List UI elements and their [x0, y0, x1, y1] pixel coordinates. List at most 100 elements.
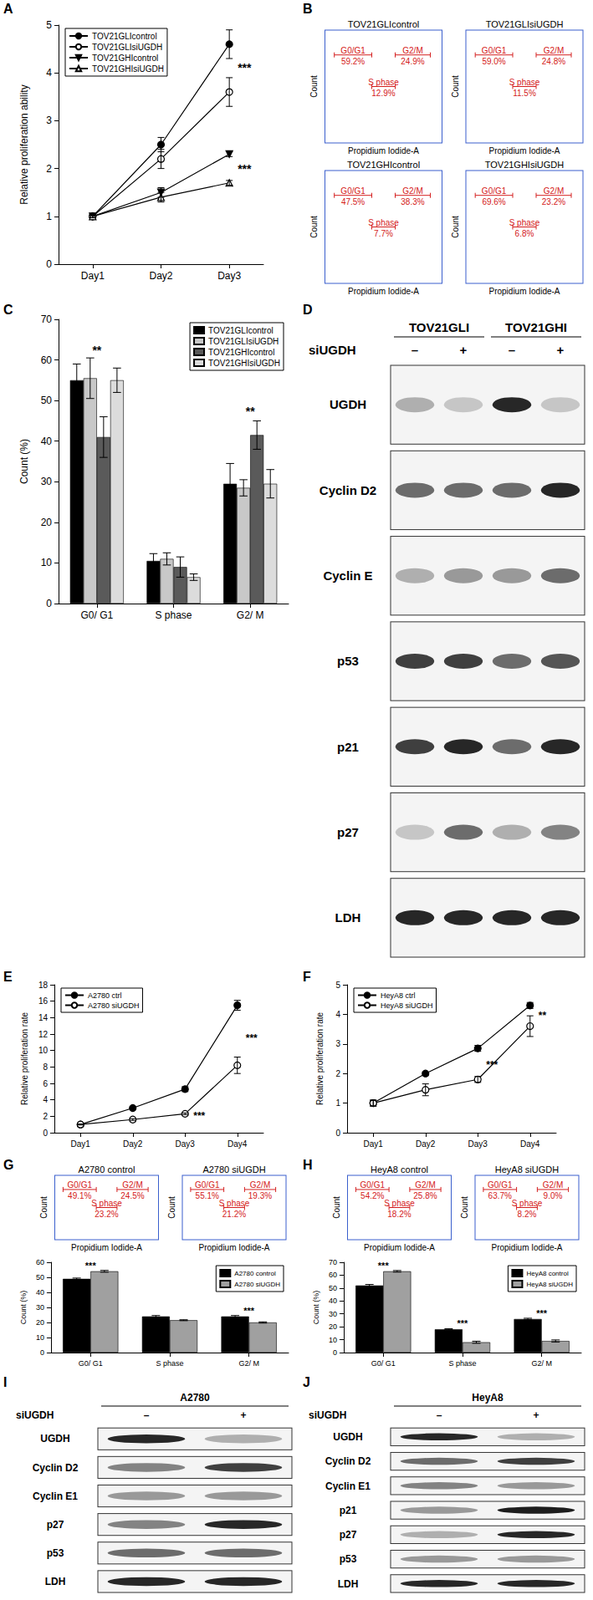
- svg-text:Count: Count: [39, 1196, 49, 1220]
- svg-text:S phase: S phase: [91, 1199, 123, 1209]
- svg-text:G0/G1: G0/G1: [194, 1180, 220, 1191]
- svg-text:Cyclin D2: Cyclin D2: [319, 483, 377, 498]
- svg-text:Propidium Iodide-A: Propidium Iodide-A: [347, 146, 420, 156]
- svg-text:18.2%: 18.2%: [387, 1210, 411, 1220]
- svg-text:+: +: [240, 1410, 246, 1422]
- svg-text:S phase: S phase: [368, 218, 399, 228]
- svg-text:S phase: S phase: [154, 609, 192, 622]
- svg-text:UGDH: UGDH: [40, 1433, 70, 1446]
- svg-text:50: 50: [328, 1284, 338, 1294]
- svg-text:24.9%: 24.9%: [400, 56, 425, 67]
- svg-text:G0/ G1: G0/ G1: [371, 1359, 396, 1369]
- svg-text:+: +: [532, 1410, 539, 1422]
- svg-text:5: 5: [46, 19, 52, 31]
- svg-text:Day2: Day2: [122, 1139, 144, 1150]
- svg-text:G0/G1: G0/G1: [340, 46, 366, 56]
- svg-text:**: **: [92, 343, 102, 358]
- svg-text:TOV21GLIcontrol: TOV21GLIcontrol: [208, 326, 274, 336]
- svg-text:Cyclin E: Cyclin E: [322, 568, 373, 583]
- svg-text:0: 0: [46, 258, 52, 271]
- svg-text:Day3: Day3: [217, 270, 241, 282]
- svg-text:70: 70: [328, 1258, 338, 1268]
- svg-text:A2780 siUGDH: A2780 siUGDH: [87, 1001, 140, 1011]
- svg-text:21.2%: 21.2%: [222, 1210, 246, 1220]
- svg-text:siUGDH: siUGDH: [308, 342, 357, 358]
- svg-text:Day2: Day2: [148, 270, 173, 282]
- svg-text:S phase: S phase: [219, 1199, 251, 1209]
- svg-text:***: ***: [243, 1306, 256, 1317]
- svg-text:HeyA8: HeyA8: [471, 1392, 504, 1405]
- svg-text:Count: Count: [460, 1196, 470, 1220]
- svg-text:23.2%: 23.2%: [541, 197, 566, 207]
- svg-text:–: –: [411, 342, 419, 358]
- svg-text:HeyA8 control: HeyA8 control: [526, 1270, 568, 1279]
- svg-text:TOV21GLIcontrol: TOV21GLIcontrol: [347, 19, 420, 30]
- svg-text:HeyA8 control: HeyA8 control: [370, 1165, 429, 1176]
- svg-text:69.6%: 69.6%: [481, 197, 506, 207]
- svg-text:***: ***: [536, 1308, 548, 1319]
- svg-text:S phase: S phase: [368, 77, 399, 87]
- svg-text:p53: p53: [339, 1554, 358, 1566]
- svg-text:S phase: S phase: [509, 77, 541, 87]
- svg-text:38.3%: 38.3%: [400, 197, 425, 207]
- svg-text:10: 10: [40, 557, 53, 569]
- svg-text:55.1%: 55.1%: [195, 1191, 220, 1202]
- svg-text:UGDH: UGDH: [332, 1431, 363, 1444]
- svg-text:G0/G1: G0/G1: [481, 46, 507, 56]
- svg-text:LDH: LDH: [335, 910, 362, 926]
- svg-text:G2/ M: G2/ M: [236, 609, 265, 622]
- svg-text:Propidium Iodide-A: Propidium Iodide-A: [198, 1243, 270, 1253]
- svg-text:TOV21GHIcontrol: TOV21GHIcontrol: [208, 347, 275, 358]
- svg-text:9.0%: 9.0%: [543, 1191, 563, 1202]
- svg-text:S phase: S phase: [511, 1199, 543, 1209]
- svg-text:siUGDH: siUGDH: [308, 1410, 347, 1422]
- svg-text:G2/M: G2/M: [250, 1180, 271, 1191]
- svg-text:0: 0: [42, 1129, 48, 1139]
- svg-text:Relative proliferation ability: Relative proliferation ability: [18, 84, 31, 205]
- svg-text:Propidium Iodide-A: Propidium Iodide-A: [347, 286, 420, 297]
- svg-text:0: 0: [332, 1349, 338, 1358]
- svg-text:p21: p21: [339, 1505, 358, 1518]
- svg-text:***: ***: [485, 1059, 498, 1072]
- svg-text:LDH: LDH: [45, 1576, 67, 1589]
- svg-text:***: ***: [457, 1318, 470, 1330]
- svg-text:S phase: S phase: [509, 218, 541, 228]
- svg-text:G0/G1: G0/G1: [360, 1180, 386, 1191]
- svg-text:4: 4: [46, 66, 52, 79]
- svg-text:G0/G1: G0/G1: [481, 186, 507, 196]
- svg-text:S phase: S phase: [383, 1199, 415, 1209]
- svg-text:Propidium Iodide-A: Propidium Iodide-A: [488, 286, 560, 297]
- svg-text:HeyA8 siUGDH: HeyA8 siUGDH: [495, 1165, 559, 1176]
- svg-text:Count (%): Count (%): [311, 1291, 321, 1326]
- svg-text:***: ***: [237, 61, 252, 75]
- svg-text:TOV21GHIsiUGDH: TOV21GHIsiUGDH: [485, 159, 565, 170]
- svg-text:+: +: [460, 342, 468, 358]
- svg-text:p53: p53: [46, 1548, 65, 1560]
- svg-text:30: 30: [328, 1310, 338, 1319]
- svg-text:60: 60: [328, 1271, 338, 1280]
- svg-text:Day1: Day1: [81, 270, 105, 282]
- svg-text:14: 14: [38, 1013, 49, 1023]
- svg-text:40: 40: [328, 1297, 338, 1306]
- svg-text:G2/M: G2/M: [542, 1180, 563, 1191]
- svg-text:UGDH: UGDH: [329, 397, 367, 412]
- svg-text:Cyclin D2: Cyclin D2: [325, 1456, 372, 1468]
- svg-text:p53: p53: [337, 654, 359, 669]
- svg-text:G2/M: G2/M: [543, 186, 564, 196]
- svg-text:18: 18: [38, 981, 49, 991]
- svg-text:TOV21GHIcontrol: TOV21GHIcontrol: [347, 159, 420, 170]
- svg-text:G2/M: G2/M: [543, 46, 564, 56]
- svg-text:7.7%: 7.7%: [373, 229, 394, 239]
- svg-text:Count: Count: [450, 75, 461, 98]
- svg-text:54.2%: 54.2%: [360, 1191, 384, 1202]
- svg-text:10: 10: [35, 1334, 45, 1343]
- svg-text:***: ***: [85, 1261, 98, 1272]
- svg-text:5: 5: [335, 981, 341, 991]
- svg-text:G2/M: G2/M: [402, 186, 423, 196]
- svg-text:Count (%): Count (%): [19, 1291, 28, 1326]
- svg-text:Count (%): Count (%): [18, 439, 31, 485]
- svg-text:11.5%: 11.5%: [512, 88, 537, 98]
- svg-text:Count: Count: [332, 1196, 342, 1220]
- svg-text:Count: Count: [309, 75, 319, 98]
- svg-text:Day1: Day1: [363, 1139, 384, 1150]
